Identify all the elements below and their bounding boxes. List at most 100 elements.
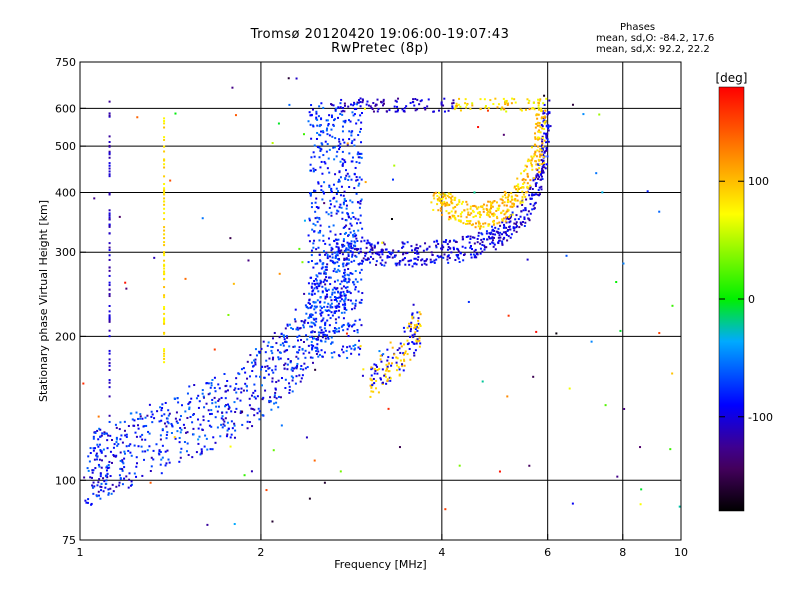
echo-point <box>107 434 110 437</box>
echo-point <box>317 331 320 334</box>
echo-point <box>411 334 414 337</box>
echo-point <box>264 365 267 368</box>
echo-point <box>546 155 549 158</box>
echo-point <box>502 223 505 226</box>
echo-point <box>441 248 444 251</box>
echo-point <box>481 243 484 246</box>
echo-point <box>108 362 111 365</box>
echo-point <box>506 239 509 242</box>
echo-point <box>227 408 230 411</box>
echo-point <box>455 102 458 105</box>
echo-point <box>332 124 335 127</box>
echo-point <box>473 236 476 239</box>
echo-point <box>524 168 527 171</box>
echo-point <box>460 202 463 205</box>
echo-point <box>379 100 382 103</box>
echo-point <box>108 310 111 313</box>
echo-point <box>268 367 271 370</box>
echo-point <box>354 347 357 350</box>
echo-point <box>414 109 417 112</box>
echo-point <box>532 179 535 182</box>
echo-point <box>431 260 434 263</box>
echo-point <box>163 422 166 425</box>
echo-point <box>174 417 177 420</box>
echo-point <box>294 320 297 323</box>
echo-point <box>337 330 340 333</box>
echo-point <box>406 252 409 255</box>
echo-point <box>546 138 549 141</box>
echo-point <box>282 344 285 347</box>
echo-point <box>348 290 351 293</box>
echo-point <box>385 382 388 385</box>
echo-point <box>307 321 310 324</box>
echo-point <box>199 423 202 426</box>
echo-point <box>371 108 374 111</box>
echo-point <box>416 324 419 327</box>
echo-point <box>547 140 550 143</box>
echo-point <box>187 403 190 406</box>
echo-point <box>230 420 233 423</box>
echo-point <box>246 420 249 423</box>
echo-point <box>321 355 324 358</box>
echo-point <box>433 259 436 262</box>
echo-point <box>540 188 543 191</box>
echo-point <box>470 256 473 259</box>
echo-point <box>92 449 95 452</box>
echo-point <box>487 107 490 110</box>
echo-point <box>328 276 331 279</box>
echo-point <box>238 373 241 376</box>
echo-point <box>316 343 319 346</box>
echo-point <box>499 224 502 227</box>
echo-point <box>429 258 432 261</box>
echo-point <box>327 337 330 340</box>
echo-point <box>113 455 116 458</box>
echo-point <box>312 337 315 340</box>
echo-point <box>519 221 522 224</box>
echo-point <box>423 262 426 265</box>
echo-point <box>479 242 482 245</box>
echo-point <box>341 164 344 167</box>
echo-point <box>108 386 111 389</box>
echo-point <box>538 130 541 133</box>
echo-point <box>135 411 138 414</box>
echo-point <box>188 385 191 388</box>
echo-point <box>343 141 346 144</box>
echo-point <box>378 251 381 254</box>
echo-point <box>341 217 344 220</box>
echo-point <box>97 490 100 493</box>
echo-point <box>472 210 475 213</box>
echo-point <box>269 400 272 403</box>
echo-point <box>326 119 329 122</box>
echo-point <box>314 262 317 265</box>
echo-point <box>486 238 489 241</box>
echo-point <box>107 492 110 495</box>
echo-point <box>391 356 394 359</box>
echo-point <box>357 119 360 122</box>
echo-point <box>315 350 318 353</box>
echo-point <box>350 134 353 137</box>
echo-point <box>543 119 546 122</box>
echo-point <box>357 134 360 137</box>
echo-point <box>346 323 349 326</box>
echo-point <box>411 312 414 315</box>
echo-point <box>530 155 533 158</box>
echo-point <box>158 453 161 456</box>
echo-point <box>347 322 350 325</box>
echo-point <box>342 201 345 204</box>
echo-point <box>370 385 373 388</box>
echo-point <box>317 182 320 185</box>
echo-point <box>511 198 514 201</box>
echo-point <box>424 242 427 245</box>
echo-point <box>327 122 330 125</box>
echo-point <box>307 301 310 304</box>
echo-point <box>108 225 111 228</box>
echo-point <box>280 424 283 427</box>
echo-point <box>538 124 541 127</box>
echo-point <box>141 438 144 441</box>
echo-point <box>467 235 470 238</box>
echo-point <box>234 429 237 432</box>
echo-point <box>443 110 446 113</box>
echo-point <box>313 144 316 147</box>
echo-point <box>177 401 180 404</box>
echo-point <box>318 239 321 242</box>
